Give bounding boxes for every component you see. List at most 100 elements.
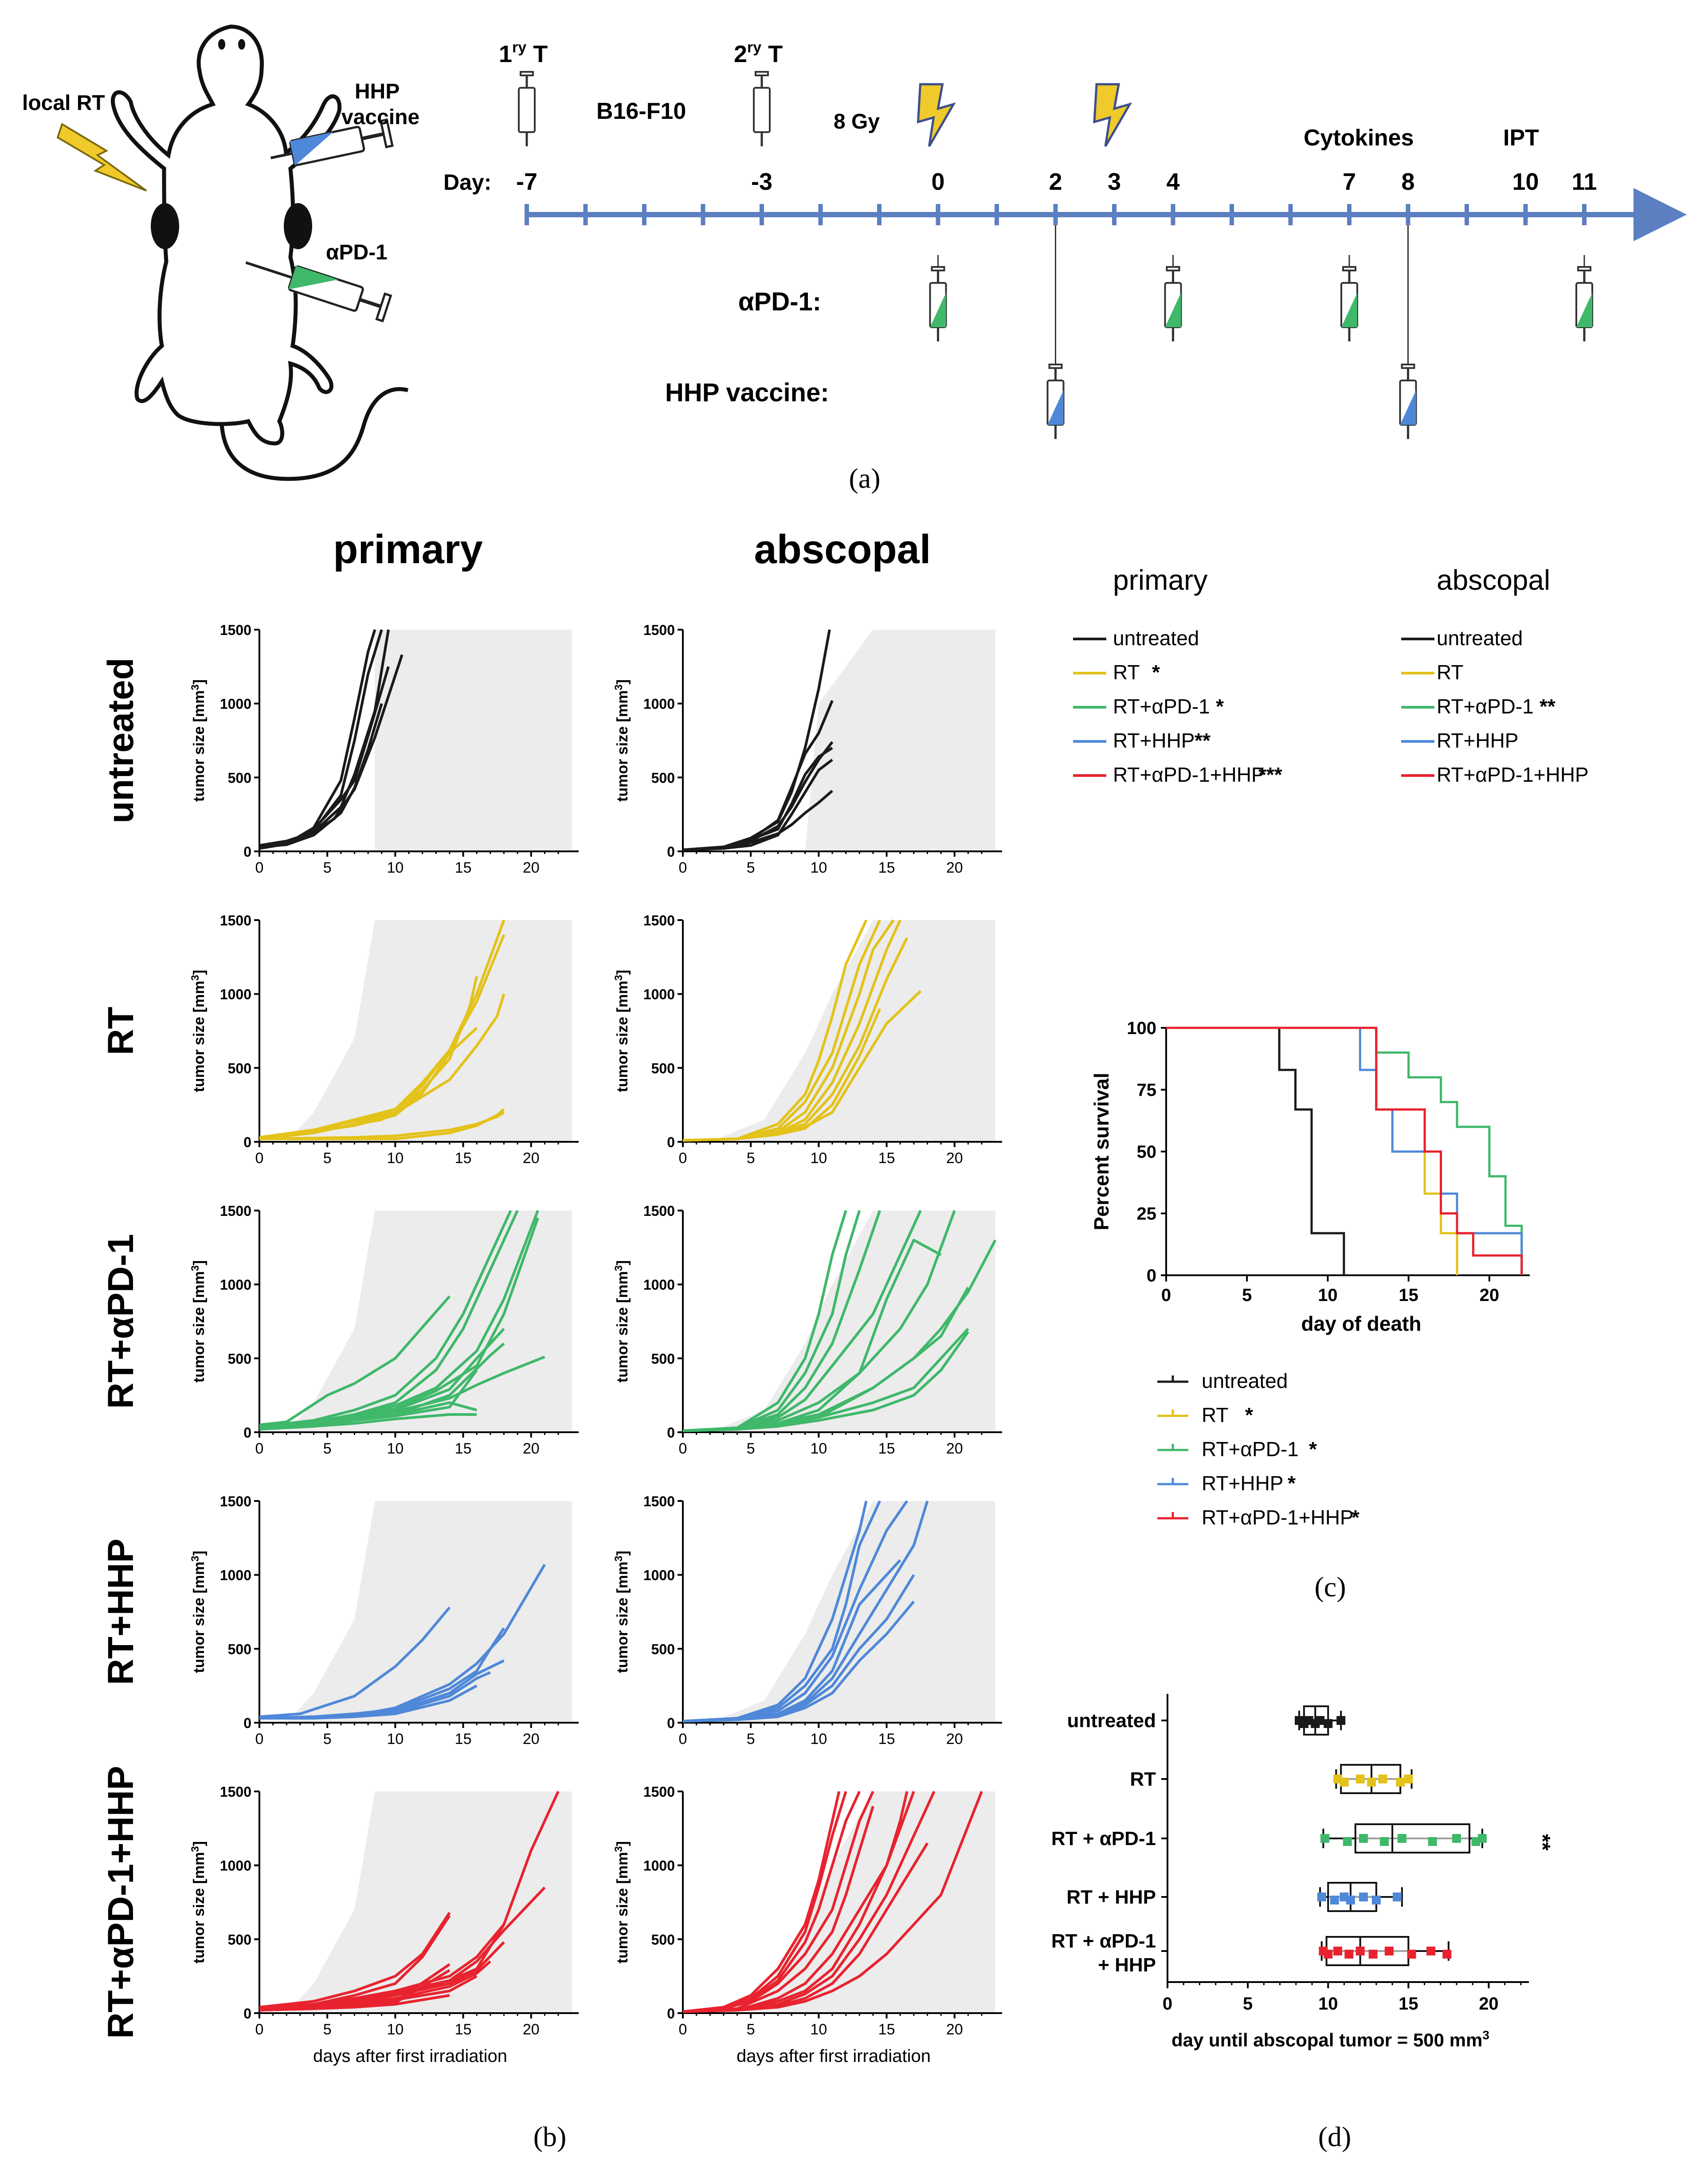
- x-tick-label: 15: [878, 1440, 895, 1457]
- reference-shaded-area: [710, 1501, 995, 1723]
- legend-label: RT+HHP: [1437, 729, 1518, 752]
- growth-plot-b_abscopal_RT: 0 500 1000 1500 0 5 10 15 20 tumor size [mm3]: [613, 913, 1002, 1167]
- y-tick-label: 0: [667, 2006, 675, 2022]
- y-axis-label-sup: 3: [189, 1265, 201, 1271]
- box-data-point: [1371, 1896, 1381, 1904]
- primary-tumor-icon: [151, 203, 179, 249]
- box-data-point: [1442, 1950, 1452, 1959]
- x-tick-label: 5: [323, 1731, 332, 1748]
- box-significance: **: [1531, 1834, 1554, 1851]
- y-tick-label: 1500: [220, 913, 251, 929]
- growth-plot-b_abscopal_RT_aPD1_HHP: 0 500 1000 1500 0 5 10 15 20 tumor size [mm3] days…: [613, 1784, 1002, 2066]
- y-tick-label: 1000: [220, 1277, 251, 1293]
- box-data-point: [1346, 1896, 1355, 1904]
- legend-label: RT+αPD-1+HHP: [1113, 763, 1265, 786]
- legend-c-significance: *: [1245, 1403, 1253, 1426]
- hhp-vaccine-label-2: vaccine: [341, 106, 419, 129]
- x-tick-label: 10: [810, 2021, 827, 2038]
- x-tick-label: 15: [878, 1150, 895, 1167]
- growth-plot-b_abscopal_RT_HHP: 0 500 1000 1500 0 5 10 15 20 tumor size [mm3]: [613, 1493, 1002, 1748]
- hhp-syringe-icon: [1046, 364, 1065, 439]
- growth-curve-mouse1: [259, 1607, 451, 1718]
- x-tick-label: 15: [878, 1731, 895, 1748]
- y-tick-label: 1500: [643, 913, 675, 929]
- reference-shaded-area: [286, 920, 572, 1142]
- box-category-label: RT + αPD-1: [1051, 1930, 1156, 1952]
- box-data-point: [1355, 1947, 1365, 1955]
- y-axis-label: tumor size [mm3]: [613, 679, 631, 802]
- syringe-handle: [1577, 266, 1591, 271]
- box-x-label-sup: 3: [1482, 2028, 1489, 2042]
- apd1-syringe-icon: [245, 261, 392, 323]
- x-tick-label: 20: [523, 1731, 540, 1748]
- growth-curve-mouse1: [683, 629, 831, 851]
- hhp-row-label: HHP vaccine:: [665, 378, 829, 407]
- box-data-point: [1324, 1950, 1333, 1959]
- box-data-point: [1336, 1716, 1346, 1725]
- timeline-day-label: -7: [516, 168, 537, 195]
- syringe-barrel: [518, 87, 536, 133]
- box-data-point: [1359, 1834, 1368, 1843]
- apd1-syringe-icon: [1340, 266, 1358, 341]
- mouse-illustration: local RT HHP vaccine αPD-1: [22, 24, 419, 481]
- growth-curve-mouse4: [683, 747, 833, 851]
- panel-b: primary abscopal untreated RT RT+αPD-1 RT+H…: [101, 527, 1002, 2152]
- y-tick-label: 1000: [220, 1567, 251, 1583]
- x-tick-label: 15: [455, 1440, 472, 1457]
- legend-label: RT: [1437, 661, 1464, 684]
- x-tick-label: 10: [387, 859, 403, 876]
- y-axis-label-sup: 3: [189, 1556, 201, 1561]
- growth-curve-mouse10: [683, 1331, 969, 1432]
- y-axis-label: tumor size [mm3]: [189, 970, 208, 1092]
- growth-plot-b_primary_RT_aPD1_HHP: 0 500 1000 1500 0 5 10 15 20 tumor size [mm3] days…: [189, 1784, 579, 2066]
- y-axis-label-end: ]: [614, 1841, 631, 1846]
- box-data-point: [1320, 1834, 1329, 1843]
- growth-curve-mouse2: [259, 629, 376, 850]
- syringe-liquid: [1576, 293, 1592, 327]
- y-axis-label-main: tumor size [mm: [614, 1271, 631, 1383]
- syringe-handle: [931, 266, 945, 271]
- y-tick-label: 0: [243, 844, 251, 860]
- survival-y-tick-label: 0: [1147, 1266, 1156, 1285]
- y-axis-label-sup: 3: [613, 684, 625, 690]
- x-tick-label: 0: [255, 1440, 264, 1457]
- syringe-handle: [1401, 364, 1415, 369]
- reference-shaded-area: [375, 630, 572, 851]
- growth-plot-b_primary_RT_HHP: 0 500 1000 1500 0 5 10 15 20 tumor size [mm3]: [189, 1493, 579, 1748]
- syringe-liquid: [1047, 390, 1064, 425]
- syringe-liquid: [1400, 390, 1416, 425]
- hhp-vaccine-label-1: HHP: [355, 80, 400, 103]
- growth-plot-b_primary_RT: 0 500 1000 1500 0 5 10 15 20 tumor size [mm3]: [189, 913, 579, 1167]
- growth-curve-mouse5: [259, 993, 505, 1139]
- box-untreated: untreated: [1067, 1705, 1346, 1736]
- growth-curve-mouse6: [259, 703, 383, 848]
- box-data-point: [1317, 1893, 1326, 1901]
- reference-shaded-area: [286, 1791, 572, 2013]
- y-tick-label: 0: [243, 1715, 251, 1731]
- panel-a: local RT HHP vaccine αPD-1 -7 -3 0 2 3 4 7 8 10 1…: [22, 24, 1687, 494]
- box-RT_aPD1_HHP: RT + αPD-1+ HHP: [1051, 1930, 1452, 1976]
- x-tick-label: 10: [387, 1440, 403, 1457]
- lightning-bolt-icon: [1093, 83, 1132, 147]
- growth-curve-mouse4: [683, 1559, 901, 1723]
- y-axis-label: tumor size [mm3]: [613, 1841, 631, 1963]
- y-tick-label: 1500: [220, 1784, 251, 1800]
- caption-b: (b): [533, 2121, 567, 2152]
- col-title-primary: primary: [333, 527, 483, 572]
- hhp-syringe-icon: [1399, 364, 1417, 439]
- x-tick-label: 10: [387, 2021, 403, 2038]
- x-tick-label: 0: [679, 1731, 687, 1748]
- x-tick-label: 20: [523, 2021, 540, 2038]
- box-data-point: [1397, 1834, 1406, 1843]
- x-tick-label: 15: [878, 859, 895, 876]
- legend-label: RT+αPD-1+HHP: [1437, 763, 1589, 786]
- reference-shaded-area: [805, 630, 995, 851]
- x-tick-label: 0: [679, 1150, 687, 1167]
- y-tick-label: 500: [651, 1351, 675, 1367]
- caption-c: (c): [1314, 1571, 1346, 1603]
- survival-x-label: day of death: [1301, 1312, 1422, 1335]
- x-tick-label: 0: [255, 1731, 264, 1748]
- y-axis-label: tumor size [mm3]: [613, 1260, 631, 1383]
- survival-x-tick-label: 20: [1480, 1285, 1500, 1305]
- row-label: untreated: [101, 658, 141, 823]
